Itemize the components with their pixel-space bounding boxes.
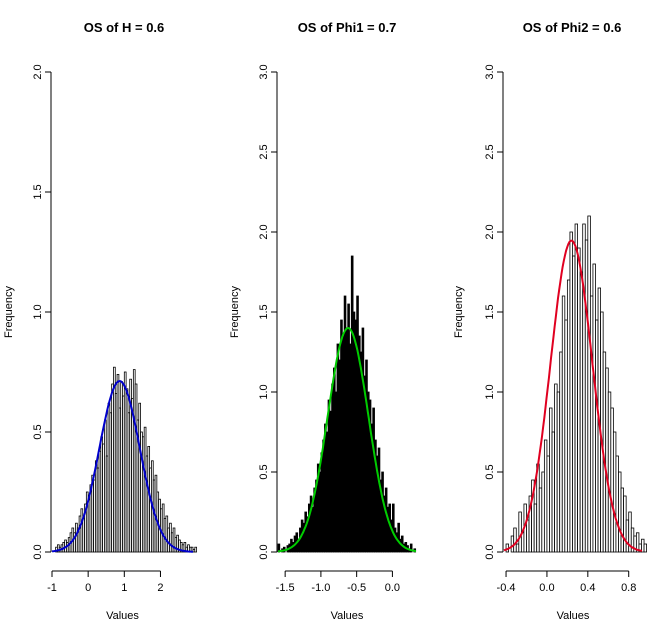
y-tick-label: 0.5: [32, 424, 44, 439]
y-tick-label: 3.0: [258, 64, 270, 79]
x-tick-label: -1.5: [276, 582, 295, 594]
x-tick-label: 0: [85, 582, 91, 594]
y-tick-label: 0.0: [258, 544, 270, 559]
y-axis-label: Frequency: [229, 286, 241, 338]
x-tick-label: 0.0: [385, 582, 400, 594]
y-tick-label: 3.0: [484, 64, 496, 79]
x-tick-label: -1: [47, 582, 57, 594]
y-tick-label: 0.5: [258, 464, 270, 479]
y-tick-label: 1.5: [258, 304, 270, 319]
x-axis-label: Values: [557, 610, 590, 622]
histogram-bar: [513, 527, 517, 553]
y-axis-label: Frequency: [3, 286, 15, 338]
chart-title: OS of H = 0.6: [84, 20, 165, 35]
y-tick-label: 1.0: [32, 304, 44, 319]
x-axis-label: Values: [106, 610, 139, 622]
y-tick-label: 1.5: [32, 184, 44, 199]
histogram-bar: [409, 543, 413, 553]
y-tick-label: 1.0: [258, 384, 270, 399]
y-tick-label: 2.0: [32, 64, 44, 79]
density-curve: [503, 239, 643, 552]
x-tick-label: -1.0: [311, 582, 330, 594]
panel-3: OS of Phi2 = 0.6 0.0 0.5 1.0 1.5 2.0 2.5 3.0 Fre…: [453, 20, 647, 622]
histogram-bar: [194, 546, 198, 553]
chart-title: OS of Phi2 = 0.6: [523, 20, 622, 35]
x-axis-label: Values: [331, 610, 364, 622]
chart-title: OS of Phi1 = 0.7: [298, 20, 397, 35]
density-curve: [51, 380, 194, 553]
y-axis-label: Frequency: [453, 286, 465, 338]
x-tick-label: -0.5: [347, 582, 366, 594]
panel-1: OS of H = 0.6 0.0 0.5 1.0 1.5 2.0 Frequency -1 0…: [3, 20, 198, 622]
y-tick-label: 0.0: [32, 544, 44, 559]
histogram-bar: [643, 543, 647, 553]
histogram-bar: [635, 532, 640, 553]
y-tick-label: 2.5: [484, 144, 496, 159]
x-tick-label: 2: [157, 582, 163, 594]
y-tick-label: 2.5: [258, 144, 270, 159]
y-tick-label: 0.5: [484, 464, 496, 479]
x-tick-label: 1: [121, 582, 127, 594]
y-tick-label: 0.0: [484, 544, 496, 559]
y-tick-label: 1.0: [484, 384, 496, 399]
panel-2: OS of Phi1 = 0.7 0.0 0.5 1.0 1.5 2.0 2.5 3.0 Fre…: [229, 20, 417, 622]
x-tick-label: 0.8: [621, 582, 636, 594]
y-tick-label: 1.5: [484, 304, 496, 319]
y-tick-label: 2.0: [258, 224, 270, 239]
x-tick-label: -0.4: [497, 582, 516, 594]
x-tick-label: 0.4: [580, 582, 595, 594]
density-curve: [277, 326, 417, 553]
histogram-bar: [397, 522, 400, 553]
x-tick-label: 0.0: [539, 582, 554, 594]
y-tick-label: 2.0: [484, 224, 496, 239]
